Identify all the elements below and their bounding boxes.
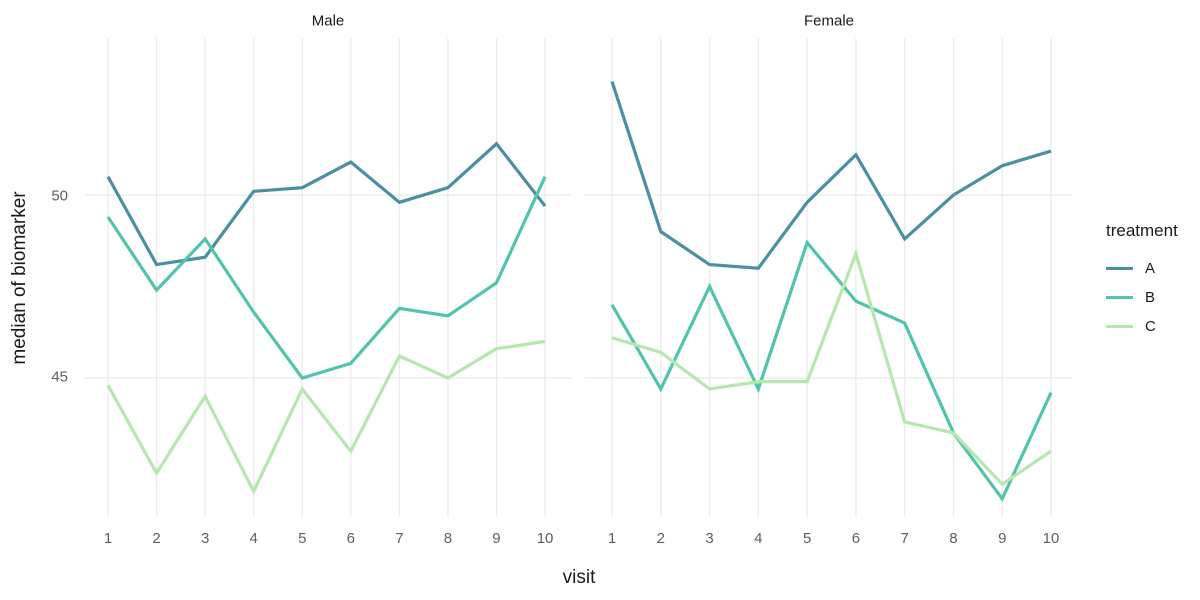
y-axis-tick-50: 50 [51,187,68,205]
legend-item-c: C [1106,312,1178,341]
legend-label-b: B [1145,289,1156,306]
line-male-c [106,339,546,496]
legend: treatment A B C [1106,221,1178,341]
x-axis-tick-male-5: 5 [298,530,306,547]
x-axis-tick-male-2: 2 [152,530,160,547]
legend-swatch-c-icon [1106,324,1133,329]
legend-title: treatment [1106,221,1178,240]
x-axis-tick-male-3: 3 [201,530,209,547]
facet-strip-female: Female [803,12,855,30]
x-axis-tick-male-4: 4 [250,530,258,547]
x-axis-tick-male-9: 9 [492,530,500,547]
y-axis-tick-45: 45 [51,368,68,386]
x-axis-tick-female-5: 5 [803,530,811,547]
x-axis-tick-male-7: 7 [395,530,403,547]
line-female-b [610,239,1053,502]
line-male-b [106,176,547,380]
x-axis-tick-female-3: 3 [705,530,713,547]
x-axis-tick-male-6: 6 [347,530,355,547]
line-male-a [106,141,547,267]
legend-swatch-a-icon [1106,266,1133,271]
x-axis-tick-female-6: 6 [852,530,860,547]
x-axis-tick-male-8: 8 [444,530,452,547]
legend-label-c: C [1145,318,1156,335]
x-axis-tick-female-9: 9 [998,530,1006,547]
x-axis-tick-female-8: 8 [949,530,957,547]
x-axis-tick-female-2: 2 [657,530,665,547]
x-axis-tick-female-10: 10 [1043,530,1060,547]
legend-label-a: A [1145,260,1156,277]
line-female-c [611,248,1052,487]
facet-strip-male: Male [311,12,345,30]
x-axis-tick-female-1: 1 [608,530,616,547]
legend-item-b: B [1106,283,1178,312]
y-axis-title: median of biomarker [9,191,30,365]
x-axis-tick-female-7: 7 [901,530,909,547]
legend-item-a: A [1106,254,1178,283]
x-axis-tick-male-1: 1 [104,530,112,547]
x-axis-tick-female-4: 4 [754,530,762,547]
x-axis-tick-male-10: 10 [537,530,554,547]
line-female-a [610,81,1052,270]
legend-swatch-b-icon [1106,295,1133,300]
x-axis-title: visit [562,567,596,588]
